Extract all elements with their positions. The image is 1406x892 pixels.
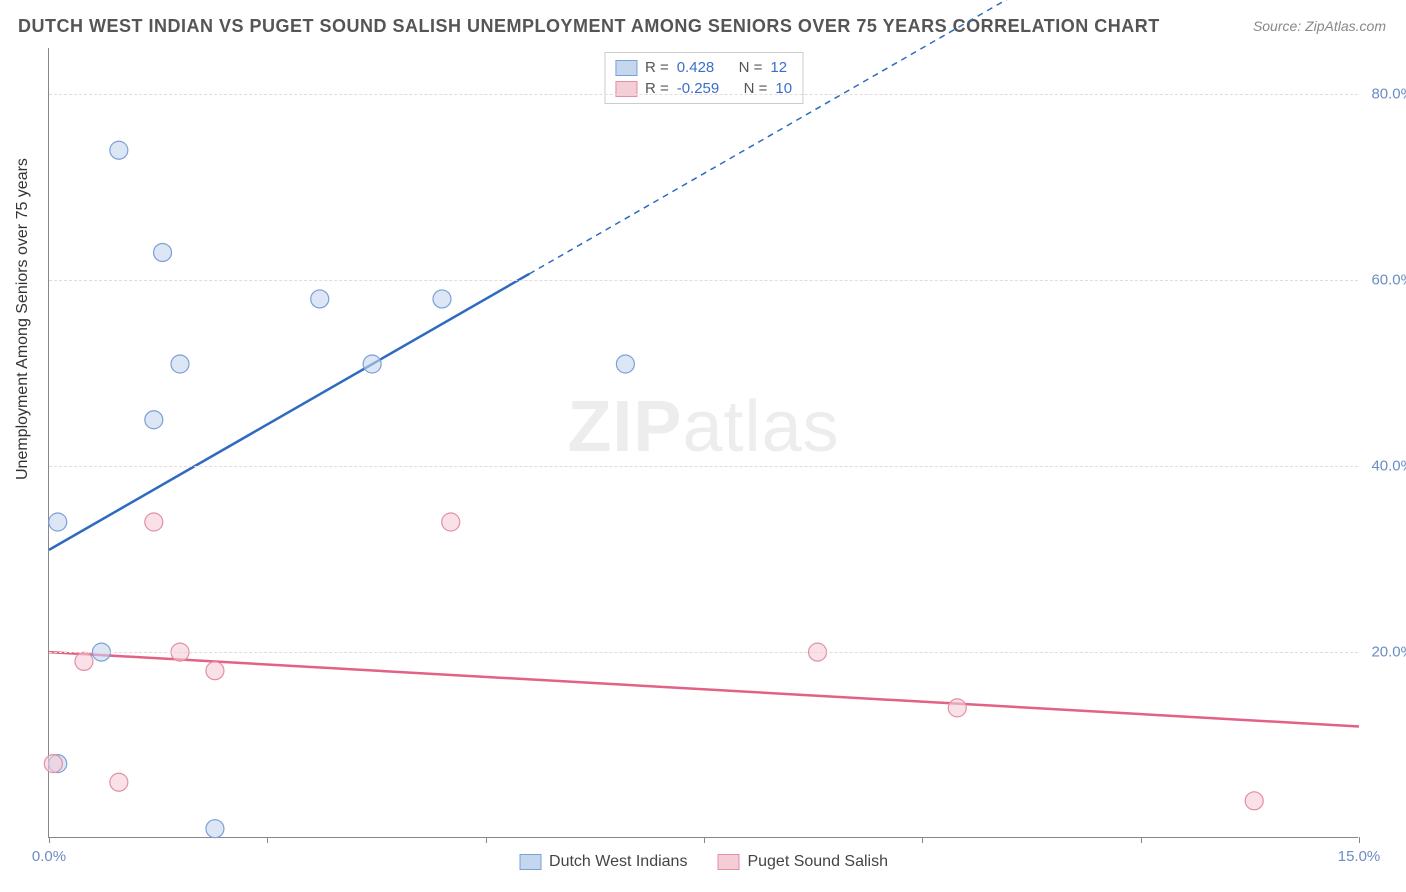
gridline (49, 652, 1358, 653)
stats-legend-row: R = -0.259 N = 10 (615, 78, 792, 99)
y-tick-label: 20.0% (1371, 644, 1406, 661)
x-tick-mark (486, 837, 487, 843)
x-tick-mark (1141, 837, 1142, 843)
legend-swatch (519, 854, 541, 870)
stats-legend: R = 0.428 N = 12R = -0.259 N = 10 (604, 52, 803, 104)
y-tick-label: 40.0% (1371, 458, 1406, 475)
legend-swatch (615, 60, 637, 76)
series-legend-item: Dutch West Indians (519, 853, 687, 871)
series-name: Dutch West Indians (549, 853, 687, 871)
series-legend-item: Puget Sound Salish (717, 853, 888, 871)
y-tick-label: 80.0% (1371, 86, 1406, 103)
plot-area: ZIPatlas R = 0.428 N = 12R = -0.259 N = … (48, 48, 1358, 838)
chart-source: Source: ZipAtlas.com (1253, 18, 1386, 34)
n-value: 12 (770, 59, 787, 76)
stats-legend-row: R = 0.428 N = 12 (615, 57, 792, 78)
x-tick-label: 15.0% (1338, 848, 1381, 865)
legend-swatch (717, 854, 739, 870)
y-axis-label: Unemployment Among Seniors over 75 years (14, 158, 32, 480)
x-tick-mark (49, 837, 50, 843)
correlation-chart: DUTCH WEST INDIAN VS PUGET SOUND SALISH … (0, 0, 1406, 892)
r-label: R = (645, 59, 669, 76)
x-tick-mark (267, 837, 268, 843)
gridline (49, 280, 1358, 281)
n-label: N = (739, 59, 763, 76)
series-name: Puget Sound Salish (747, 853, 888, 871)
x-tick-mark (1359, 837, 1360, 843)
chart-title: DUTCH WEST INDIAN VS PUGET SOUND SALISH … (18, 16, 1160, 37)
x-tick-mark (704, 837, 705, 843)
x-tick-label: 0.0% (32, 848, 66, 865)
chart-svg (49, 48, 1358, 837)
series-legend: Dutch West Indians Puget Sound Salish (519, 853, 888, 871)
y-tick-label: 60.0% (1371, 272, 1406, 289)
gridline (49, 466, 1358, 467)
x-tick-mark (922, 837, 923, 843)
r-value: 0.428 (677, 59, 715, 76)
gridline (49, 94, 1358, 95)
